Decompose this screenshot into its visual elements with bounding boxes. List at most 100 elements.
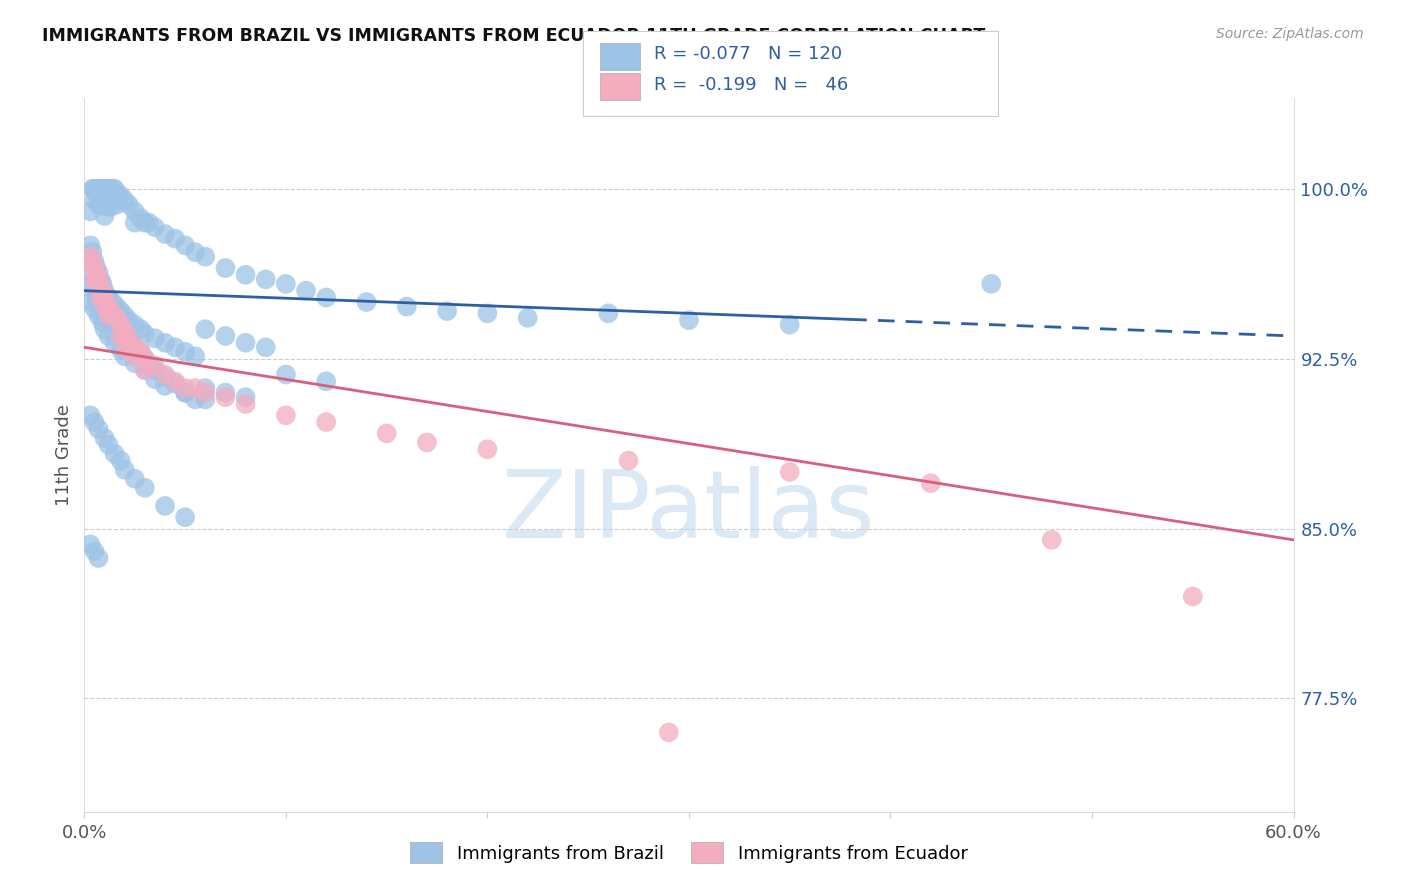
Point — [104, 447, 127, 461]
Point — [114, 335, 136, 350]
Point — [134, 326, 156, 341]
Point — [86, 182, 108, 196]
Point — [83, 415, 105, 429]
Point — [87, 266, 110, 280]
Point — [165, 374, 187, 388]
Text: R = -0.077   N = 120: R = -0.077 N = 120 — [654, 45, 842, 63]
Point — [194, 392, 217, 407]
Point — [143, 372, 166, 386]
Point — [101, 306, 124, 320]
Point — [93, 306, 115, 320]
Point — [174, 381, 197, 395]
Point — [174, 344, 197, 359]
Point — [96, 188, 118, 202]
Point — [235, 390, 257, 404]
Point — [83, 544, 105, 558]
Point — [779, 465, 801, 479]
Point — [980, 277, 1002, 291]
Point — [96, 200, 118, 214]
Point — [114, 350, 136, 364]
Point — [477, 306, 499, 320]
Point — [436, 304, 458, 318]
Point — [134, 351, 156, 366]
Point — [89, 279, 111, 293]
Point — [87, 272, 110, 286]
Point — [184, 381, 207, 395]
Point — [118, 197, 141, 211]
Point — [83, 193, 105, 207]
Point — [97, 309, 120, 323]
Point — [143, 331, 166, 345]
Point — [129, 344, 152, 359]
Point — [82, 254, 104, 268]
Point — [93, 182, 115, 196]
Point — [124, 340, 146, 354]
Point — [165, 376, 187, 391]
Point — [83, 301, 105, 316]
Point — [101, 182, 124, 196]
Point — [375, 426, 398, 441]
Point — [100, 182, 122, 196]
Point — [124, 472, 146, 486]
Point — [83, 272, 105, 286]
Point — [134, 363, 156, 377]
Point — [97, 197, 120, 211]
Point — [93, 322, 115, 336]
Point — [87, 186, 110, 201]
Point — [134, 481, 156, 495]
Point — [89, 182, 111, 196]
Point — [1181, 590, 1204, 604]
Point — [184, 245, 207, 260]
Point — [89, 272, 111, 286]
Point — [97, 438, 120, 452]
Point — [93, 197, 115, 211]
Point — [82, 182, 104, 196]
Point — [124, 350, 146, 364]
Text: Source: ZipAtlas.com: Source: ZipAtlas.com — [1216, 27, 1364, 41]
Point — [153, 368, 176, 382]
Point — [87, 182, 110, 196]
Point — [153, 369, 176, 384]
Point — [114, 329, 136, 343]
Point — [91, 285, 114, 300]
Point — [100, 188, 122, 202]
Point — [100, 200, 122, 214]
Point — [79, 295, 101, 310]
Point — [129, 344, 152, 359]
Point — [134, 216, 156, 230]
Point — [91, 197, 114, 211]
Text: ZIPatlas: ZIPatlas — [502, 466, 876, 558]
Point — [779, 318, 801, 332]
Point — [516, 310, 538, 325]
Point — [97, 313, 120, 327]
Point — [274, 368, 297, 382]
Point — [93, 188, 115, 202]
Point — [104, 318, 127, 332]
Point — [83, 260, 105, 275]
Point — [617, 453, 640, 467]
Point — [124, 318, 146, 332]
Point — [87, 295, 110, 310]
Text: IMMIGRANTS FROM BRAZIL VS IMMIGRANTS FROM ECUADOR 11TH GRADE CORRELATION CHART: IMMIGRANTS FROM BRAZIL VS IMMIGRANTS FRO… — [42, 27, 986, 45]
Point — [214, 260, 236, 275]
Point — [110, 322, 132, 336]
Point — [93, 209, 115, 223]
Point — [83, 182, 105, 196]
Point — [235, 335, 257, 350]
Point — [174, 385, 197, 400]
Point — [105, 197, 128, 211]
Point — [118, 313, 141, 327]
Point — [91, 277, 114, 291]
Point — [274, 277, 297, 291]
Point — [93, 284, 115, 298]
Point — [124, 356, 146, 370]
Point — [254, 272, 277, 286]
Point — [254, 340, 277, 354]
Point — [184, 350, 207, 364]
Point — [315, 415, 337, 429]
Point — [89, 188, 111, 202]
Point — [658, 725, 681, 739]
Point — [86, 186, 108, 201]
Point — [114, 463, 136, 477]
Point — [91, 315, 114, 329]
